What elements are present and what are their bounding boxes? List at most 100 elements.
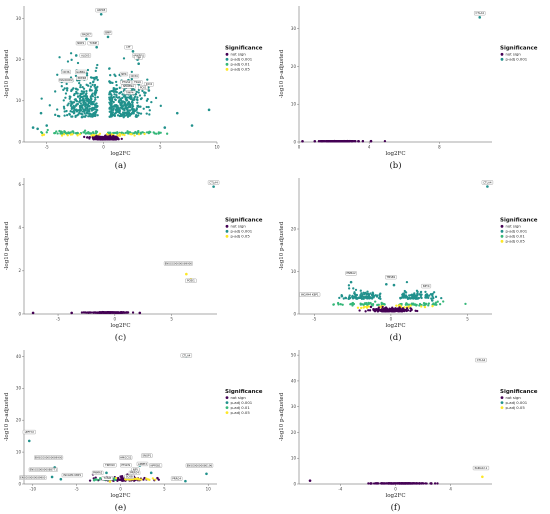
- data-point: [429, 292, 433, 296]
- data-point: [432, 296, 435, 300]
- data-point: [418, 302, 422, 306]
- data-point: [93, 93, 97, 96]
- data-point: [356, 306, 360, 309]
- data-point: [82, 87, 86, 90]
- data-point: [165, 132, 169, 135]
- data-point: [103, 136, 106, 140]
- data-point: [145, 131, 149, 134]
- data-point: [109, 113, 113, 116]
- x-tick-label: 5: [163, 487, 166, 492]
- data-point: [136, 477, 139, 480]
- gene-label-box: [103, 30, 113, 35]
- y-axis-title: -log10 p-adjusted: [279, 392, 285, 441]
- data-point: [159, 131, 162, 134]
- x-tick-label: 10: [206, 487, 212, 492]
- gene-label-box: [121, 84, 136, 89]
- data-point: [72, 101, 76, 104]
- data-point: [125, 108, 129, 111]
- y-tick-label: 10: [291, 456, 297, 461]
- data-point: [338, 140, 342, 143]
- y-tick-label: 20: [291, 226, 297, 231]
- data-point: [89, 99, 92, 103]
- data-point: [123, 114, 126, 117]
- gene-label: NPFEB1: [149, 463, 163, 468]
- legend-entry: p-adj 0.001: [231, 57, 253, 62]
- data-point: [351, 297, 355, 300]
- gene-label-box: [58, 78, 74, 83]
- data-point: [359, 289, 362, 292]
- y-axis-title: -log10 p-adjusted: [279, 221, 285, 270]
- data-point: [62, 99, 65, 102]
- data-point: [68, 97, 71, 100]
- gene-label-box: [128, 470, 141, 475]
- data-point: [111, 138, 115, 141]
- data-point: [92, 108, 95, 111]
- gene-label-text: NRP1: [77, 41, 84, 45]
- data-point: [86, 99, 90, 103]
- data-point: [71, 110, 74, 113]
- legend-swatch: [225, 396, 229, 400]
- data-point: [66, 104, 69, 107]
- gene-label-text: INCAM4 KBP1: [301, 292, 319, 296]
- data-point: [31, 311, 35, 315]
- gene-label-box: [103, 463, 117, 468]
- volcano-chart-b: 0 4 8 0 10 20 30 log2FC -log10 p-adjusted (b) CTLA…: [279, 6, 538, 171]
- data-point: [141, 89, 144, 93]
- y-tick-label: 4: [18, 225, 21, 230]
- points-layer: [308, 185, 489, 313]
- data-point: [425, 302, 428, 305]
- x-tick-label: -4: [338, 487, 342, 492]
- gene-label: PDE4B: [76, 76, 88, 81]
- data-point: [63, 110, 66, 113]
- data-point: [94, 69, 97, 73]
- data-point: [62, 105, 66, 108]
- data-point: [184, 479, 187, 483]
- data-point: [116, 132, 119, 135]
- data-point: [427, 304, 430, 307]
- data-point: [126, 115, 130, 118]
- data-point: [431, 305, 434, 308]
- data-point: [424, 290, 427, 294]
- data-point: [363, 293, 366, 296]
- gene-label-box: [129, 74, 139, 79]
- legend-swatch: [500, 57, 504, 61]
- data-point: [130, 70, 133, 74]
- data-point: [332, 303, 335, 306]
- data-point: [63, 114, 66, 117]
- data-point: [352, 287, 355, 290]
- data-point: [65, 109, 68, 113]
- data-point: [409, 297, 413, 300]
- gene-label-text: ALOX5: [81, 53, 90, 57]
- legend-title: Significance: [225, 46, 263, 52]
- data-point: [336, 301, 340, 305]
- data-point: [157, 131, 160, 134]
- legend-swatch: [225, 67, 229, 71]
- data-point: [108, 115, 111, 118]
- y-tick-label: 20: [291, 64, 297, 69]
- data-point: [108, 102, 112, 106]
- data-point: [361, 140, 364, 143]
- data-point: [116, 479, 119, 482]
- data-point: [76, 61, 80, 65]
- x-tick-label: 8: [438, 145, 441, 150]
- gene-label-text: GABRG: [76, 70, 85, 74]
- data-point: [117, 109, 121, 113]
- gene-label: SNOP1: [141, 454, 153, 458]
- data-point: [145, 105, 148, 109]
- data-point: [120, 90, 123, 94]
- data-point: [136, 98, 139, 102]
- gene-label-text: INCAM4 KBP1: [63, 473, 81, 477]
- data-point: [440, 297, 443, 300]
- data-point: [436, 482, 439, 485]
- data-point: [149, 471, 153, 475]
- data-point: [406, 297, 410, 301]
- data-point: [423, 304, 426, 307]
- data-point: [95, 102, 98, 105]
- data-point: [120, 311, 123, 314]
- data-point: [68, 112, 71, 116]
- gene-label-text: TXNIP: [89, 41, 97, 45]
- legend-entry: not sign: [231, 395, 247, 400]
- data-point: [78, 94, 82, 97]
- data-point: [143, 94, 146, 97]
- data-point: [85, 74, 89, 77]
